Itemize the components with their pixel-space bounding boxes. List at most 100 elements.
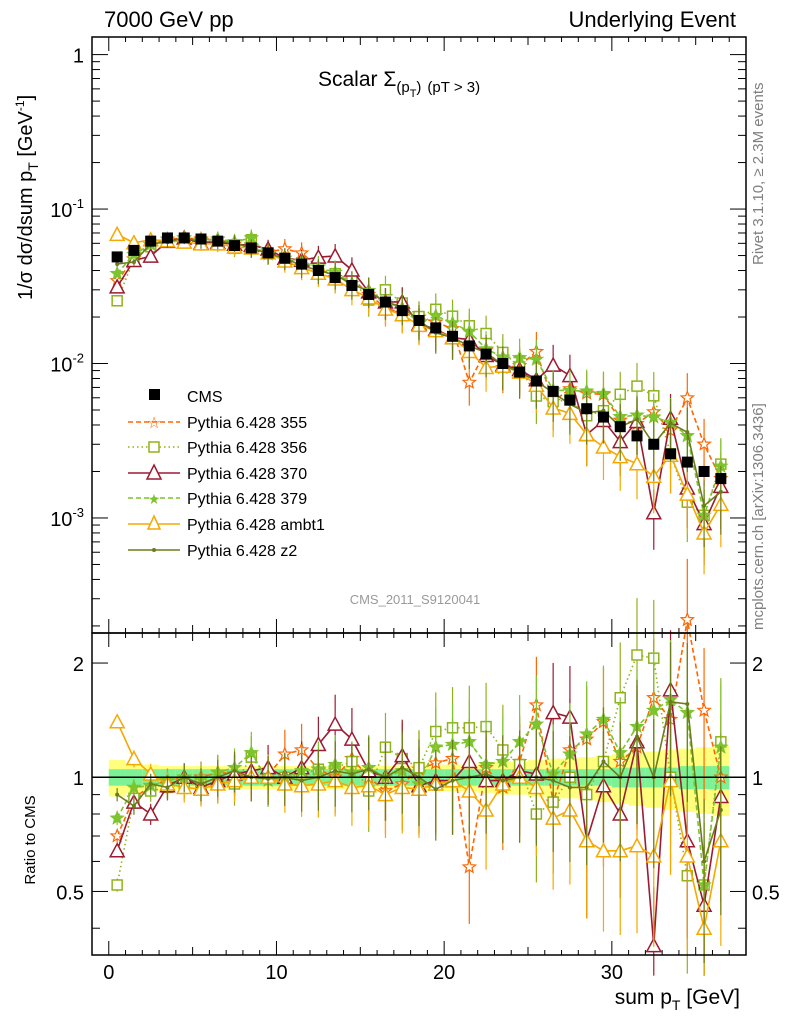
series-point-ratio bbox=[567, 785, 572, 790]
plot-title: Scalar Σ(pT) (pT > 3) bbox=[318, 68, 480, 100]
cms-data-point bbox=[329, 272, 341, 284]
legend-item-z2: Pythia 6.428 z2 bbox=[128, 543, 297, 560]
y-tick-label-ratio-right: 1 bbox=[752, 768, 763, 790]
series-point-ratio bbox=[349, 771, 354, 776]
legend-item-356: Pythia 6.428 356 bbox=[128, 440, 307, 457]
series-point-main bbox=[595, 438, 612, 454]
y-axis-label-main-unit: [GeV bbox=[15, 110, 37, 162]
legend-label: Pythia 6.428 370 bbox=[187, 466, 307, 483]
plot-title-prefix: Scalar bbox=[318, 68, 383, 91]
x-axis-label: sum pT [GeV] bbox=[615, 986, 740, 1013]
legend-label: CMS bbox=[187, 389, 223, 406]
cms-data-point bbox=[379, 296, 391, 308]
y-axis-label-ratio: Ratio to CMS bbox=[22, 795, 39, 884]
x-axis-label-text: sum p bbox=[615, 986, 672, 1009]
mcplots-label: mcplots.cern.ch [arXiv:1306.3436] bbox=[750, 403, 767, 630]
legend-item-355: ☆ Pythia 6.428 355 bbox=[128, 413, 307, 432]
legend-item-370: Pythia 6.428 370 bbox=[128, 463, 307, 483]
series-point-main bbox=[679, 389, 696, 405]
series-point-ratio bbox=[668, 699, 673, 704]
cms-data-point bbox=[581, 403, 593, 415]
series-point-ratio bbox=[718, 807, 723, 812]
series-point-main bbox=[718, 489, 723, 494]
series-cms bbox=[92, 232, 746, 778]
y-tick-label-main: 10-3 bbox=[50, 505, 84, 531]
cms-data-point bbox=[631, 430, 643, 442]
series-point-ratio bbox=[115, 792, 120, 797]
legend: CMS ☆ Pythia 6.428 355 Pythia 6.428 356 … bbox=[128, 389, 325, 560]
series-point-ratio bbox=[628, 837, 646, 853]
series-point-ratio bbox=[199, 781, 203, 786]
legend-label: Pythia 6.428 379 bbox=[187, 491, 307, 508]
cms-data-point bbox=[715, 473, 727, 485]
plot-title-sigma: Σ bbox=[383, 68, 396, 91]
y-tick-label-ratio-right: 2 bbox=[752, 654, 763, 676]
series-point-ratio bbox=[299, 778, 304, 783]
series-point-ratio bbox=[108, 713, 126, 729]
series-point-ratio bbox=[500, 778, 505, 783]
legend-marker-356 bbox=[148, 441, 160, 453]
series-point-ratio bbox=[450, 778, 455, 783]
cms-data-point bbox=[145, 235, 157, 247]
y-axis-label-main-exp: -1 bbox=[13, 100, 27, 111]
series-point-main bbox=[115, 261, 120, 266]
series-layer bbox=[92, 225, 746, 976]
x-tick-label: 20 bbox=[433, 962, 455, 984]
x-tick-label: 10 bbox=[265, 962, 287, 984]
series-point-ratio bbox=[551, 778, 556, 783]
legend-marker-cms bbox=[149, 389, 160, 400]
series-point-ratio bbox=[679, 611, 696, 627]
series-line-main bbox=[116, 233, 722, 535]
cms-data-point bbox=[480, 348, 492, 360]
cms-data-point bbox=[363, 288, 375, 300]
series-point-ratio bbox=[109, 827, 125, 843]
cms-data-point bbox=[614, 421, 626, 433]
series-point-main bbox=[646, 408, 662, 424]
series-point-ratio bbox=[635, 734, 639, 739]
cms-data-point bbox=[665, 448, 677, 460]
series-point-main bbox=[131, 260, 136, 265]
series-point-ratio bbox=[685, 701, 690, 706]
cms-data-point bbox=[312, 265, 324, 277]
series-point-main bbox=[685, 430, 690, 435]
series-point-ratio bbox=[142, 805, 159, 821]
legend-marker-370 bbox=[145, 463, 163, 480]
cms-data-point bbox=[597, 411, 609, 423]
legend-label: Pythia 6.428 ambt1 bbox=[187, 517, 325, 534]
series-point-ratio bbox=[148, 781, 153, 786]
cms-data-point bbox=[447, 330, 459, 342]
series-point-main bbox=[326, 247, 344, 263]
y-tick-label-ratio: 0.5 bbox=[56, 882, 84, 904]
series-point-main bbox=[544, 356, 562, 372]
series-point-main bbox=[696, 436, 712, 451]
cms-data-point bbox=[648, 438, 660, 450]
rivet-version-label: Rivet 3.1.10, ≥ 2.3M events bbox=[750, 83, 767, 266]
legend-item-cms: CMS bbox=[149, 389, 223, 406]
y-tick-label-ratio-right: 0.5 bbox=[752, 882, 780, 904]
series-point-ratio bbox=[433, 787, 438, 792]
legend-marker-355: ☆ bbox=[147, 413, 161, 432]
legend-label: Pythia 6.428 z2 bbox=[187, 543, 297, 560]
legend-item-379: ★ Pythia 6.428 379 bbox=[128, 491, 307, 508]
cms-data-point bbox=[161, 232, 173, 244]
cms-data-point bbox=[346, 279, 358, 291]
series-point-ratio bbox=[679, 847, 696, 863]
series-point-ratio bbox=[702, 859, 707, 864]
cms-data-point bbox=[111, 251, 123, 263]
cms-data-point bbox=[681, 456, 693, 468]
series-point-ratio bbox=[461, 858, 478, 874]
series-point-ratio bbox=[109, 810, 125, 825]
series-point-main bbox=[111, 295, 123, 307]
y-axis-label-main: 1/σ dσ/dsum pT [GeV-1] bbox=[13, 95, 41, 300]
x-tick-label: 30 bbox=[601, 962, 623, 984]
series-point-ratio bbox=[126, 779, 142, 795]
y-tick-label-main: 10-1 bbox=[50, 196, 84, 222]
series-point-ratio bbox=[595, 842, 612, 858]
legend-marker-ambt1 bbox=[146, 514, 162, 530]
y-axis-label-main-close: ] bbox=[15, 95, 37, 101]
x-axis-label-unit: [GeV] bbox=[680, 986, 740, 1009]
series-point-ratio bbox=[601, 759, 606, 764]
cms-data-point bbox=[530, 375, 542, 387]
series-point-main bbox=[668, 421, 673, 426]
series-point-main bbox=[108, 225, 126, 242]
